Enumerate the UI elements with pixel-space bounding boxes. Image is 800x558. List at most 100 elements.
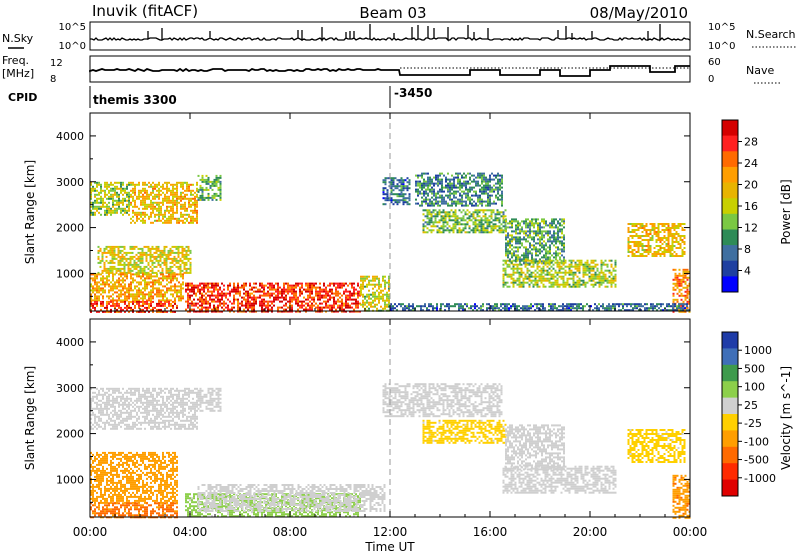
echo-cell	[481, 199, 483, 201]
echo-cell	[307, 305, 309, 307]
echo-cell	[362, 300, 364, 302]
echo-cell	[561, 244, 563, 246]
echo-cell	[106, 268, 108, 270]
echo-cell	[124, 283, 126, 285]
echo-cell	[593, 276, 595, 278]
echo-cell	[126, 305, 128, 307]
echo-cell	[220, 195, 222, 197]
echo-cell	[431, 217, 433, 219]
echo-cell	[351, 293, 353, 295]
echo-cell	[229, 293, 231, 295]
echo-cell	[674, 251, 676, 253]
nsky-tick-bottom: 10^0	[59, 41, 86, 52]
echo-cell	[543, 220, 545, 222]
echo-cell	[451, 229, 453, 231]
echo-cell	[92, 212, 94, 214]
echo-cell	[196, 194, 198, 196]
echo-cell	[491, 211, 493, 213]
echo-cell	[190, 222, 192, 224]
echo-cell	[116, 200, 118, 202]
echo-cell	[170, 285, 172, 287]
echo-cell	[112, 305, 114, 307]
echo-cell	[247, 295, 249, 297]
echo-cell	[100, 289, 102, 291]
echo-cell	[168, 220, 170, 222]
echo-cell	[607, 280, 609, 282]
echo-cell	[509, 266, 511, 268]
echo-cell	[176, 184, 178, 186]
echo-cell	[176, 198, 178, 200]
echo-cell	[186, 258, 188, 260]
echo-cell	[323, 289, 325, 291]
echo-cell	[501, 203, 503, 205]
echo-cell	[503, 219, 505, 221]
echo-cell	[385, 193, 387, 195]
echo-cell	[289, 299, 291, 301]
echo-cell	[188, 184, 190, 186]
echo-cell	[160, 293, 162, 295]
echo-cell	[150, 222, 152, 224]
echo-cell	[543, 236, 545, 238]
echo-cell	[213, 305, 215, 307]
echo-cell	[182, 246, 184, 248]
echo-cell	[431, 187, 433, 189]
echo-cell	[136, 258, 138, 260]
echo-cell	[511, 224, 513, 226]
echo-cell	[202, 175, 204, 177]
echo-cell	[343, 285, 345, 287]
echo-cell	[543, 284, 545, 286]
echo-cell	[193, 309, 195, 311]
echo-cell	[459, 181, 461, 183]
echo-cell	[140, 212, 142, 214]
echo-cell	[384, 280, 386, 282]
echo-cell	[198, 199, 200, 201]
echo-cell	[465, 197, 467, 199]
echo-cell	[194, 200, 196, 202]
echo-cell	[603, 282, 605, 284]
echo-cell	[128, 283, 130, 285]
echo-cell	[485, 213, 487, 215]
echo-cell	[505, 250, 507, 252]
echo-cell	[138, 248, 140, 250]
echo-cell	[283, 285, 285, 287]
echo-cell	[138, 218, 140, 220]
echo-cell	[597, 278, 599, 280]
echo-cell	[176, 202, 178, 204]
echo-cell	[182, 252, 184, 254]
echo-cell	[421, 201, 423, 203]
echo-cell	[656, 253, 658, 255]
echo-cell	[327, 305, 329, 307]
echo-cell	[156, 214, 158, 216]
echo-cell	[156, 289, 158, 291]
echo-cell	[517, 264, 519, 266]
echo-cell	[577, 276, 579, 278]
echo-cell	[427, 189, 429, 191]
echo-cell	[441, 231, 443, 233]
echo-cell	[549, 282, 551, 284]
nsearch-tick-top: 10^5	[708, 22, 735, 33]
echo-cell	[521, 226, 523, 228]
echo-cell	[378, 292, 380, 294]
echo-cell	[485, 185, 487, 187]
echo-cell	[136, 281, 138, 283]
echo-cell	[231, 307, 233, 309]
echo-cell	[521, 260, 523, 262]
echo-cell	[517, 270, 519, 272]
cpid-entry-3450: -3450	[394, 86, 432, 100]
echo-cell	[176, 190, 178, 192]
echo-cell	[362, 284, 364, 286]
echo-cell	[481, 177, 483, 179]
echo-cell	[527, 222, 529, 224]
echo-cell	[461, 191, 463, 193]
echo-cell	[114, 287, 116, 289]
echo-cell	[423, 193, 425, 195]
echo-cell	[156, 220, 158, 222]
echo-cell	[525, 274, 527, 276]
echo-cell	[237, 303, 239, 305]
echo-cell	[261, 283, 263, 285]
echo-cell	[384, 306, 386, 308]
echo-cell	[140, 202, 142, 204]
echo-cell	[360, 280, 362, 282]
echo-cell	[674, 245, 676, 247]
echo-cell	[237, 307, 239, 309]
